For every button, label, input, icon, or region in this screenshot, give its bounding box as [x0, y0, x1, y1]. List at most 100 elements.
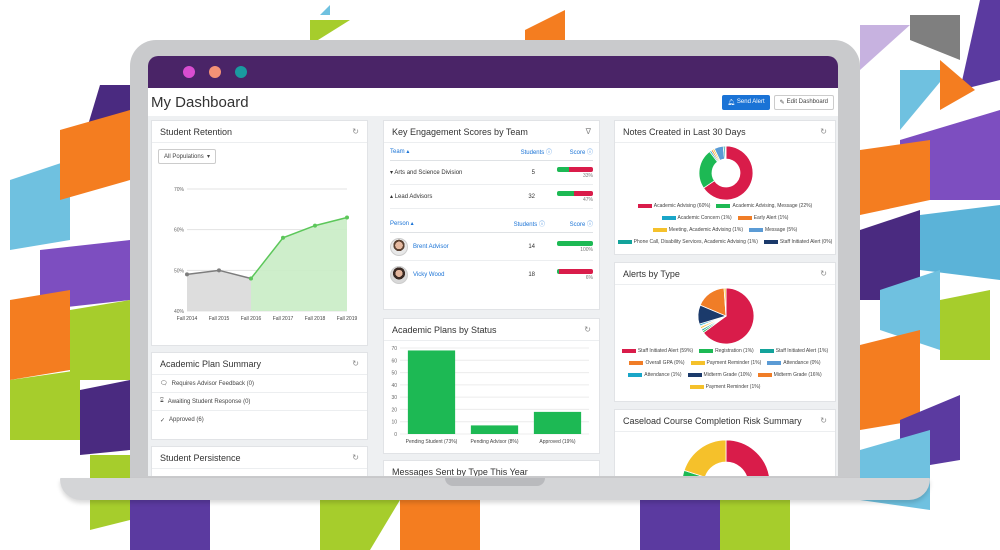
card-title: Messages Sent by Type This Year [392, 466, 528, 477]
legend-item[interactable]: Overall GPA (0%) [629, 360, 685, 366]
refresh-icon[interactable]: ↻ [352, 359, 359, 368]
avatar [390, 266, 408, 284]
person-column-header[interactable]: Person ▴ [390, 221, 414, 227]
person-row[interactable]: Brent Advisor 14 100% [390, 233, 593, 261]
students-column-header[interactable]: Students ⓘ [513, 222, 545, 228]
bg-shape [130, 500, 210, 550]
person-students: 14 [528, 243, 535, 250]
legend-item[interactable]: Attendance (0%) [767, 360, 821, 366]
plan-summary-item[interactable]: ✓ Approved (6) [160, 417, 204, 424]
legend-item[interactable]: Payment Reminder (1%) [690, 360, 762, 366]
score-bar [557, 190, 593, 196]
team-row[interactable]: ▴ Lead Advisors 32 47% [390, 185, 593, 209]
card-title: Academic Plan Summary [160, 358, 262, 369]
legend-item[interactable]: Attendance (1%) [628, 372, 682, 378]
legend-swatch [687, 372, 702, 377]
refresh-icon[interactable]: ↻ [352, 127, 359, 136]
hourglass-icon: ⌛︎ [160, 398, 164, 404]
legend-item[interactable]: Early Alert (1%) [737, 215, 788, 221]
y-tick-label: 30 [391, 395, 397, 401]
bar [470, 425, 519, 434]
engagement-card: Key Engagement Scores by Team ∇ Team ▴ S… [383, 120, 600, 310]
window-dot[interactable] [209, 66, 221, 78]
legend-swatch [629, 360, 644, 365]
edit-dashboard-button[interactable]: ✎ Edit Dashboard [773, 94, 834, 110]
refresh-icon[interactable]: ↻ [352, 453, 359, 462]
engagement-body: Team ▴ Students ⓘ Score ⓘ ▾ Arts and Sci… [384, 143, 599, 289]
bg-shape [900, 70, 950, 130]
legend-item[interactable]: Academic Advising, Message (22%) [716, 203, 812, 209]
messages-sent-card: Messages Sent by Type This Year [383, 460, 600, 476]
retention-body: All Populations ▾ [152, 143, 367, 164]
legend-swatch [637, 203, 652, 208]
legend-swatch [748, 227, 763, 232]
bg-shape [310, 20, 350, 45]
pie-slice [725, 439, 770, 476]
x-tick-label: Fall 2019 [337, 316, 358, 322]
legend-item[interactable]: Midterm Grade (10%) [687, 372, 752, 378]
legend-item[interactable]: Phone Call, Disability Services, Academi… [617, 239, 758, 245]
score-column-header[interactable]: Score ⓘ [569, 222, 593, 228]
refresh-icon[interactable]: ↻ [820, 416, 827, 425]
alerts-pie-chart [697, 287, 755, 345]
score-column-header[interactable]: Score ⓘ [569, 150, 593, 156]
legend-item[interactable]: Message (5%) [748, 227, 797, 233]
filter-icon[interactable]: ∇ [585, 127, 591, 136]
legend-item[interactable]: Meeting, Academic Advising (1%) [652, 227, 743, 233]
person-row[interactable]: Vicky Wood 18 6% [390, 261, 593, 289]
legend-label: Payment Reminder (1%) [706, 360, 762, 366]
card-header: Student Retention ↻ [152, 121, 367, 143]
bg-shape [70, 300, 130, 380]
legend-item[interactable]: Payment Reminder (1%) [689, 384, 760, 390]
bg-shape [80, 380, 130, 455]
y-tick-label: 60 [391, 358, 397, 364]
legend-item[interactable]: Staff Initiated Alert (59%) [621, 348, 693, 354]
legend-item[interactable]: Registration (1%) [699, 348, 754, 354]
data-point [345, 215, 349, 220]
person-link[interactable]: Brent Advisor [413, 243, 449, 250]
legend-item[interactable]: Staff Initiated Alert (0%) [763, 239, 832, 245]
person-link[interactable]: Vicky Wood [413, 272, 445, 278]
academic-plans-card: Academic Plans by Status ↻ 70 60 50 40 30 20 1… [383, 318, 600, 454]
team-column-header[interactable]: Team ▴ [390, 149, 410, 155]
team-row[interactable]: ▾ Arts and Science Division 5 33% [390, 161, 593, 185]
data-point [313, 223, 317, 228]
team-students: 32 [528, 193, 535, 200]
team-students: 5 [531, 169, 535, 176]
window-dot[interactable] [235, 66, 247, 78]
legend-item[interactable]: Staff Initiated Alert (1%) [759, 348, 829, 354]
score-bar [557, 240, 593, 246]
bg-shape [860, 140, 930, 215]
send-alert-button[interactable]: 🔔︎ Send Alert [722, 94, 770, 110]
academic-plans-chart: 70 60 50 40 30 20 10 0 Pending Student (73%) Pend… [391, 346, 589, 445]
y-tick-label: 40% [174, 309, 185, 315]
legend-swatch [661, 215, 676, 220]
plan-summary-item[interactable]: ⌛︎ Awaiting Student Response (0) [152, 393, 367, 411]
data-point [217, 268, 221, 273]
app-screen: My Dashboard 🔔︎ Send Alert ✎ Edit Dashbo… [148, 56, 838, 476]
caseload-card: Caseload Course Completion Risk Summary … [614, 409, 836, 476]
bg-shape [10, 160, 70, 250]
window-dot[interactable] [183, 66, 195, 78]
bg-shape [860, 25, 910, 70]
student-persistence-card: Student Persistence ↻ [151, 446, 368, 476]
card-header: Messages Sent by Type This Year [384, 461, 599, 477]
pencil-icon: ✎ [779, 99, 785, 106]
pie-slice [702, 287, 755, 345]
refresh-icon[interactable]: ↻ [820, 127, 827, 136]
refresh-icon[interactable]: ↻ [584, 325, 591, 334]
person-score: 6% [535, 269, 593, 281]
plan-summary-item[interactable]: 🗨︎ Requires Advisor Feedback (0) [152, 375, 367, 393]
refresh-icon[interactable]: ↻ [820, 269, 827, 278]
x-tick-label: Pending Student (73%) [406, 439, 458, 445]
students-column-header[interactable]: Students ⓘ [520, 150, 552, 156]
legend-label: Staff Initiated Alert (1%) [775, 348, 829, 354]
legend-item[interactable]: Academic Advising (60%) [637, 203, 710, 209]
legend-item[interactable]: Midterm Grade (16%) [757, 372, 822, 378]
score-bar [557, 269, 593, 274]
y-tick-label: 50% [174, 268, 185, 274]
card-title: Caseload Course Completion Risk Summary [623, 415, 802, 426]
y-tick-label: 50 [391, 371, 397, 377]
legend-item[interactable]: Academic Concern (1%) [661, 215, 732, 221]
population-select[interactable]: All Populations ▾ [158, 149, 216, 164]
